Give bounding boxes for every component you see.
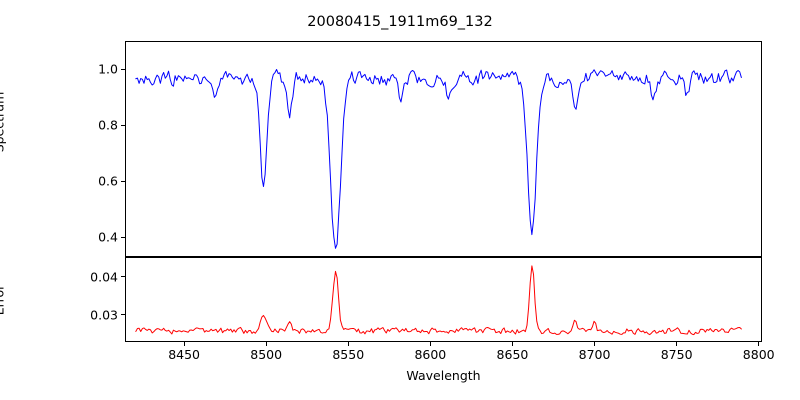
spectrum-plot-area <box>135 68 742 249</box>
x-tick-label: 8450 <box>168 347 200 362</box>
x-tick-label: 8600 <box>414 347 447 362</box>
spectrum-y-tick-label: 1.0 <box>98 61 118 77</box>
error-plot-area <box>135 265 742 336</box>
error-y-axis-label: Error <box>0 284 7 316</box>
x-tick-mark <box>511 342 513 346</box>
x-tick-label: 8700 <box>578 347 611 362</box>
error-y-tick-label: 0.03 <box>90 307 118 323</box>
x-tick-mark <box>758 342 760 346</box>
error-panel <box>125 257 762 342</box>
x-tick-mark <box>347 342 349 346</box>
error-y-tick-mark <box>121 314 125 316</box>
chart-title: 20080415_1911m69_132 <box>307 14 493 30</box>
spectrum-panel <box>125 41 762 257</box>
spectrum-y-tick-label: 0.4 <box>98 229 118 245</box>
spectrum-y-tick-mark <box>121 124 125 126</box>
spectrum-data-line <box>135 68 742 249</box>
x-tick-label: 8800 <box>742 347 775 362</box>
error-data-line <box>135 265 742 336</box>
error-y-tick-label: 0.04 <box>90 269 118 285</box>
x-tick-label: 8500 <box>250 347 283 362</box>
spectrum-y-axis-label: Spectrum <box>0 91 7 153</box>
x-tick-mark <box>593 342 596 346</box>
x-tick-label: 8750 <box>660 347 693 362</box>
spectrum-y-tick-label: 0.8 <box>98 117 118 133</box>
x-tick-mark <box>265 342 267 346</box>
error-y-tick-mark <box>121 276 125 278</box>
x-tick-mark <box>183 342 185 346</box>
x-tick-label: 8550 <box>332 347 365 362</box>
x-tick-mark <box>429 342 431 346</box>
spectrum-y-tick-label: 0.6 <box>98 173 118 189</box>
x-tick-mark <box>676 342 678 346</box>
spectrum-y-tick-mark <box>121 236 125 238</box>
spectrum-y-tick-mark <box>121 180 125 182</box>
x-tick-label: 8650 <box>496 347 529 362</box>
spectrum-y-tick-mark <box>121 68 125 70</box>
x-axis-label: Wavelength <box>406 368 481 383</box>
